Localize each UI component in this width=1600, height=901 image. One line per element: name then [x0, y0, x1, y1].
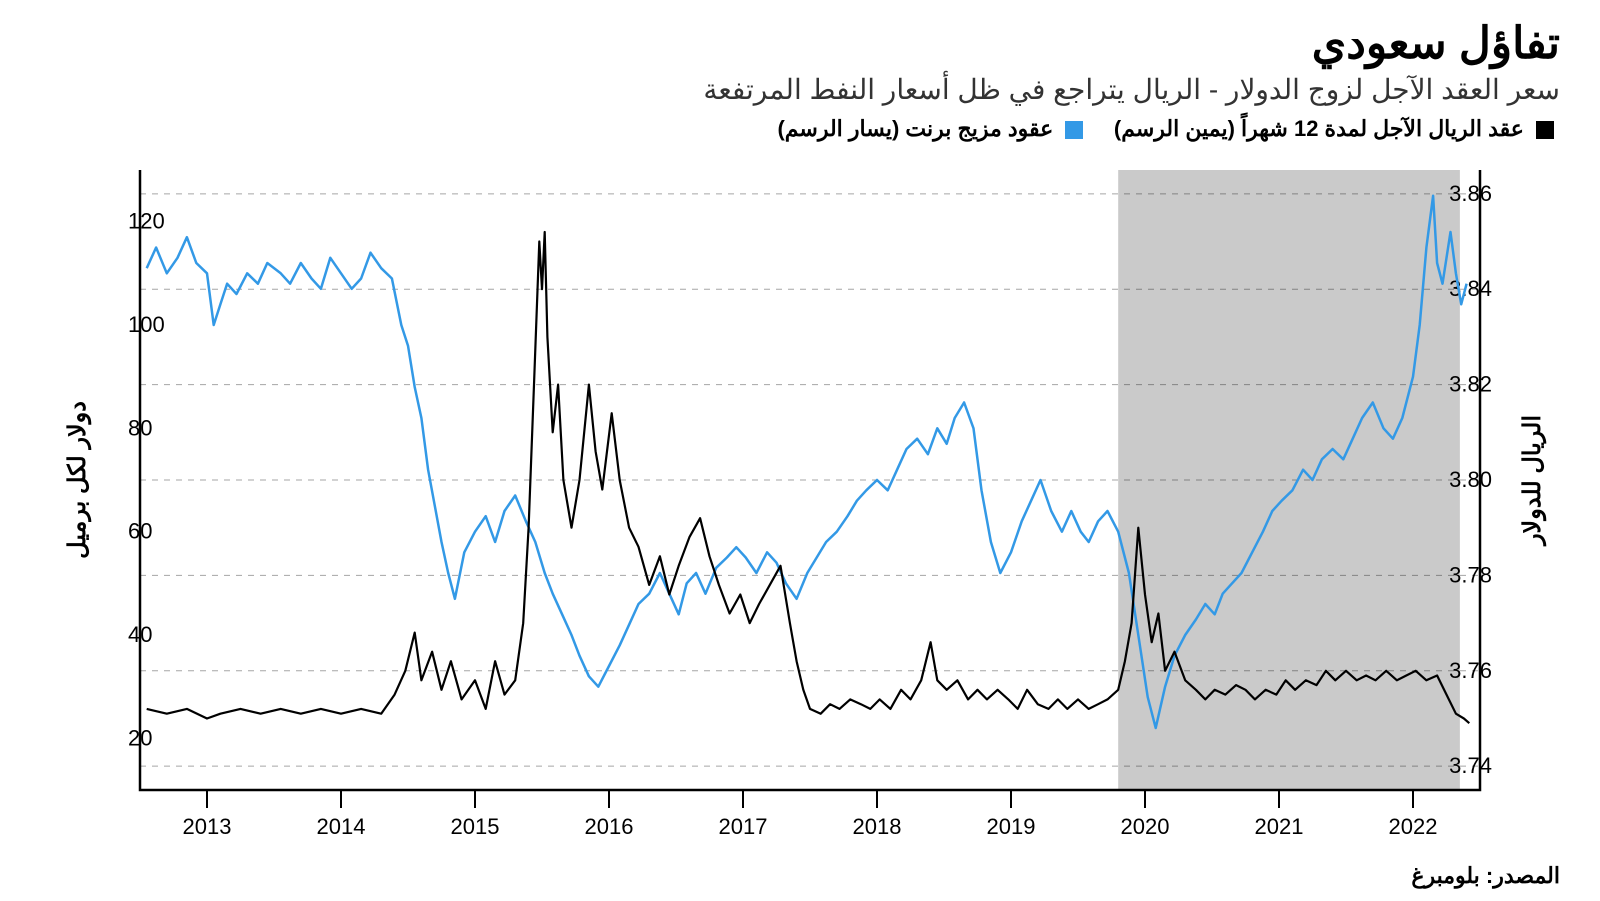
- legend-label-a: عقد الريال الآجل لمدة 12 شهراً (يمين الر…: [1114, 116, 1524, 141]
- x-tick: 2022: [1389, 814, 1438, 839]
- y-right-tick: 3.78: [1449, 562, 1492, 587]
- x-tick: 2013: [183, 814, 232, 839]
- dual-axis-chart: 204060801001203.743.763.783.803.823.843.…: [60, 150, 1560, 850]
- x-tick: 2019: [987, 814, 1036, 839]
- chart-subtitle: سعر العقد الآجل لزوج الدولار - الريال يت…: [60, 73, 1560, 106]
- y-right-tick: 3.80: [1449, 467, 1492, 492]
- x-tick: 2015: [451, 814, 500, 839]
- x-tick: 2016: [585, 814, 634, 839]
- x-tick: 2014: [317, 814, 366, 839]
- y-left-tick: 100: [128, 312, 165, 337]
- chart-title: تفاؤل سعودي: [60, 18, 1560, 69]
- y-right-tick: 3.84: [1449, 276, 1492, 301]
- y-right-tick: 3.82: [1449, 372, 1492, 397]
- y-right-label: الريال للدولار: [1519, 415, 1547, 547]
- x-tick: 2021: [1255, 814, 1304, 839]
- chart-legend: عقد الريال الآجل لمدة 12 شهراً (يمين الر…: [60, 116, 1560, 142]
- chart-source: المصدر: بلومبرغ: [1411, 863, 1560, 889]
- y-left-tick: 120: [128, 209, 165, 234]
- y-right-tick: 3.86: [1449, 181, 1492, 206]
- y-left-label: دولار لكل برميل: [64, 401, 92, 559]
- highlight-region: [1118, 170, 1460, 790]
- x-tick: 2017: [719, 814, 768, 839]
- y-right-tick: 3.74: [1449, 753, 1492, 778]
- y-right-tick: 3.76: [1449, 658, 1492, 683]
- legend-swatch-b: [1065, 121, 1083, 139]
- x-tick: 2020: [1121, 814, 1170, 839]
- legend-swatch-a: [1536, 121, 1554, 139]
- x-tick: 2018: [853, 814, 902, 839]
- legend-label-b: عقود مزيج برنت (يسار الرسم): [777, 116, 1053, 141]
